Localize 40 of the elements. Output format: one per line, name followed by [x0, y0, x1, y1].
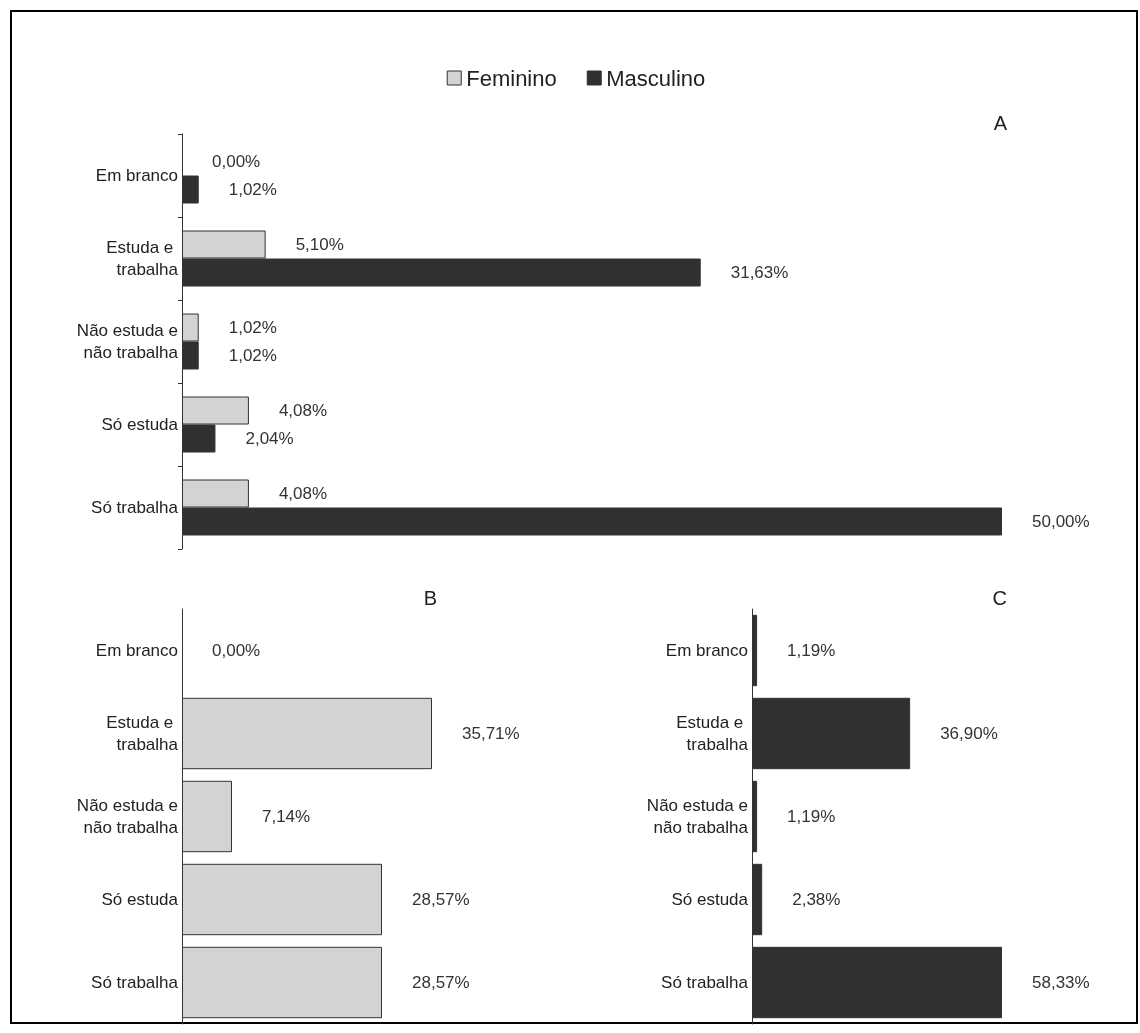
chart-title: A: [993, 112, 1008, 134]
data-label: 58,33%: [1032, 973, 1090, 992]
chart-title: C: [992, 587, 1007, 609]
y-tick-label: Não estuda e não trabalha: [76, 796, 179, 837]
legend-label: Feminino: [466, 65, 557, 91]
y-tick-label: Não estuda e não trabalha: [646, 796, 749, 837]
data-label: 0,00%: [212, 152, 261, 171]
y-tick-label: Em branco: [95, 166, 178, 185]
data-label: 4,08%: [278, 401, 328, 420]
data-label: 1,02%: [228, 180, 277, 199]
data-label: 1,02%: [228, 318, 277, 337]
chart-title: B: [423, 587, 437, 609]
y-tick-label: Em branco: [95, 641, 178, 660]
y-tick-label: Não estuda e não trabalha: [76, 321, 179, 362]
data-label: 28,57%: [412, 973, 470, 992]
y-tick-label: Em branco: [665, 641, 748, 660]
data-label: 0,00%: [212, 641, 261, 660]
data-label: 1,02%: [228, 346, 277, 365]
y-tick-label: Estuda e trabalha: [106, 238, 179, 279]
legend-label: Masculino: [606, 65, 706, 91]
data-label: 1,19%: [787, 807, 836, 826]
data-label: 5,10%: [295, 235, 344, 254]
data-label: 2,38%: [792, 890, 841, 909]
data-label: 7,14%: [261, 807, 311, 826]
y-tick-label: Só estuda: [101, 415, 179, 434]
data-label: 50,00%: [1032, 512, 1090, 531]
data-label: 1,19%: [787, 641, 836, 660]
y-tick-label: Estuda e trabalha: [106, 713, 179, 754]
y-tick-label: Só estuda: [101, 890, 179, 909]
y-tick-label: Só estuda: [671, 890, 749, 909]
data-label: 31,63%: [730, 263, 789, 282]
y-tick-label: Só trabalha: [661, 973, 749, 992]
data-label: 4,08%: [278, 484, 328, 503]
data-label: 28,57%: [412, 890, 470, 909]
y-tick-label: Só trabalha: [91, 498, 179, 517]
data-label: 35,71%: [462, 724, 520, 743]
y-tick-label: Só trabalha: [91, 973, 179, 992]
y-tick-label: Estuda e trabalha: [676, 713, 749, 754]
data-label: 36,90%: [940, 724, 998, 743]
data-label: 2,04%: [245, 429, 294, 448]
